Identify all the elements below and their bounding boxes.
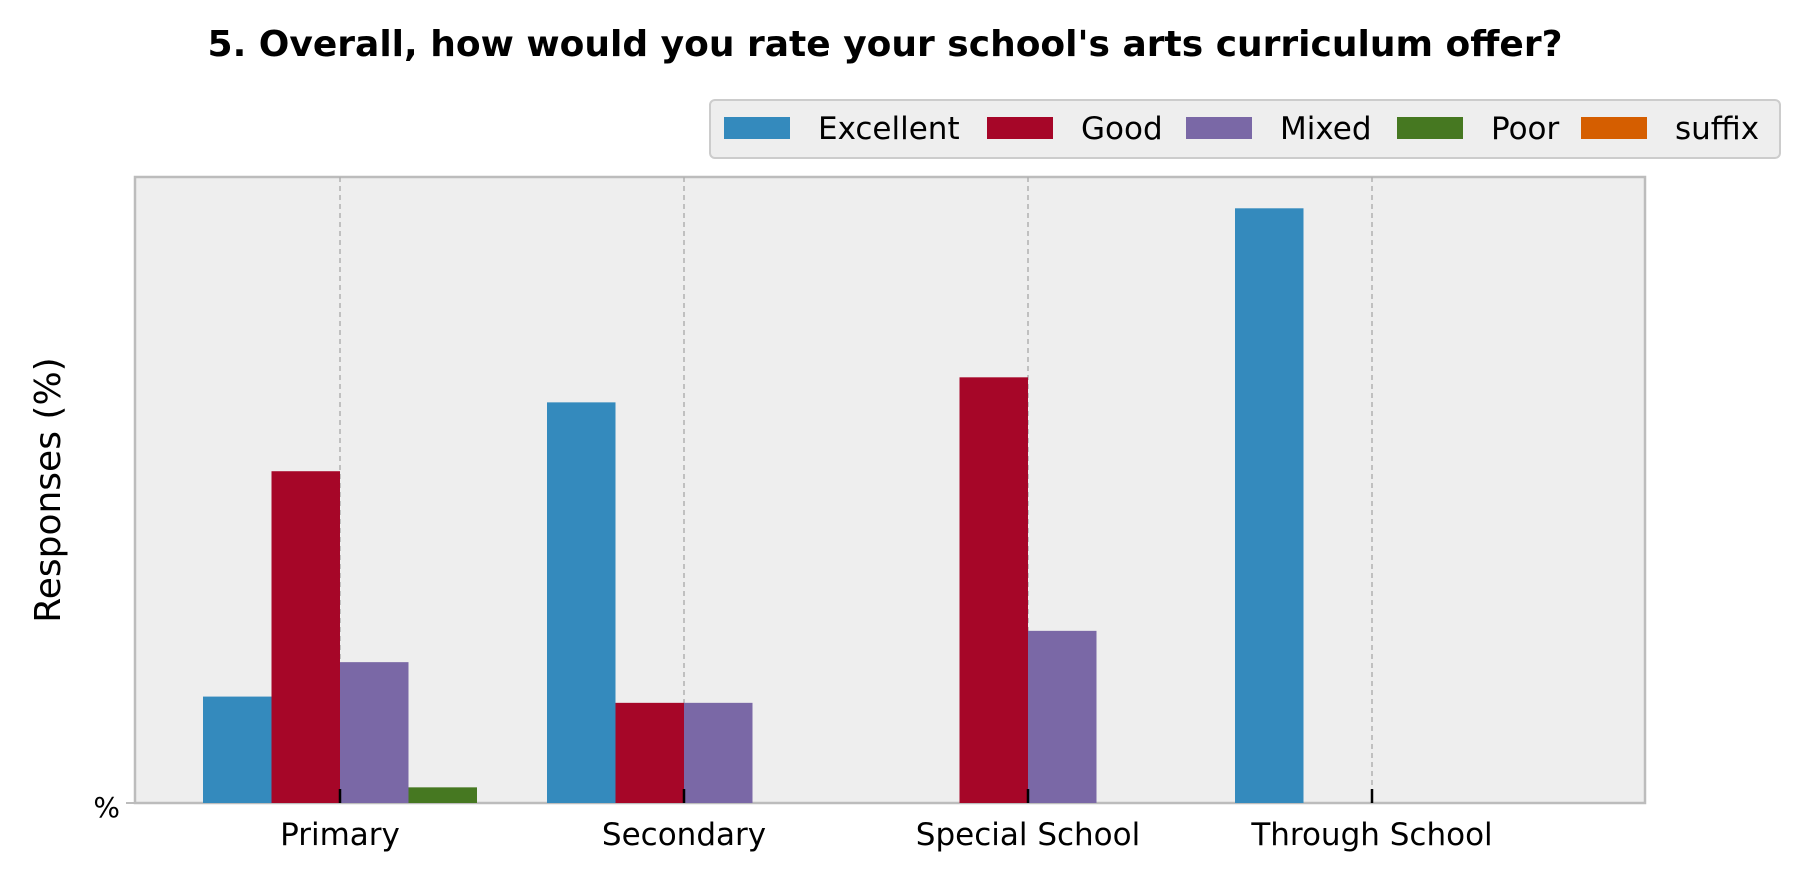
legend-label-excellent: Excellent bbox=[818, 111, 960, 147]
bar-mixed-primary bbox=[340, 662, 409, 803]
legend-swatch-mixed bbox=[1186, 117, 1252, 139]
bar-mixed-secondary bbox=[684, 702, 753, 803]
legend-label-poor: Poor bbox=[1491, 111, 1560, 147]
bar-poor-primary bbox=[408, 787, 477, 803]
legend: Excellent Good Mixed Poor suffix bbox=[709, 99, 1781, 159]
legend-swatch-good bbox=[987, 117, 1053, 139]
bar-mixed-special-school bbox=[1028, 630, 1097, 803]
legend-swatch-suffix bbox=[1581, 117, 1647, 139]
legend-label-suffix: suffix bbox=[1675, 111, 1759, 147]
bar-good-special-school bbox=[959, 377, 1028, 803]
y-axis-label: Responses (%) bbox=[28, 357, 69, 622]
x-tick-label: Primary bbox=[280, 817, 400, 853]
legend-label-mixed: Mixed bbox=[1280, 111, 1372, 147]
y-tick-label: % bbox=[93, 791, 120, 824]
bar-good-secondary bbox=[615, 702, 684, 803]
x-ticks: Primary Secondary Special School Through Sc… bbox=[280, 789, 1493, 853]
bars bbox=[203, 208, 1304, 804]
bar-excellent-primary bbox=[203, 696, 272, 803]
x-tick-label: Special School bbox=[916, 817, 1140, 853]
bar-excellent-secondary bbox=[547, 402, 616, 803]
bar-good-primary bbox=[271, 471, 340, 803]
x-tick-label: Secondary bbox=[602, 817, 766, 853]
chart-title: 5. Overall, how would you rate your scho… bbox=[208, 24, 1563, 65]
legend-swatch-poor bbox=[1397, 117, 1463, 139]
legend-swatch-excellent bbox=[724, 117, 790, 139]
legend-label-good: Good bbox=[1081, 111, 1163, 147]
legend-items: Excellent Good Mixed Poor suffix bbox=[724, 111, 1759, 147]
bar-excellent-through-school bbox=[1235, 208, 1304, 804]
x-tick-label: Through School bbox=[1250, 817, 1492, 853]
